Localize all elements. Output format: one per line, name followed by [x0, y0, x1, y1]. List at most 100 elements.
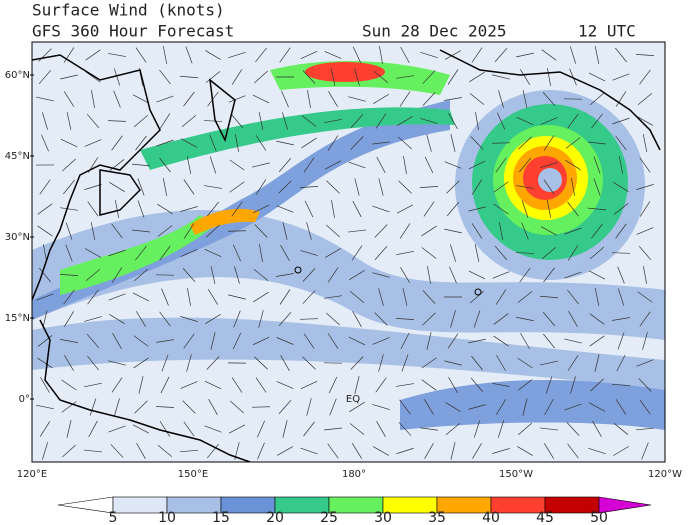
colorbar-label: 30 — [374, 510, 392, 525]
barb — [208, 398, 218, 416]
barb — [209, 156, 217, 174]
wind-band — [140, 107, 455, 170]
barb — [235, 134, 239, 152]
barb — [182, 268, 196, 282]
lon-label: 120°E — [17, 469, 47, 480]
barb — [570, 376, 576, 394]
barb — [37, 203, 53, 215]
barb — [279, 47, 291, 63]
barb — [398, 422, 412, 436]
barb — [84, 184, 102, 190]
barb — [351, 443, 363, 459]
barb — [204, 380, 222, 390]
barb — [348, 161, 366, 169]
barb — [546, 200, 552, 218]
barb — [396, 447, 414, 455]
colorbar-arrow — [598, 496, 652, 514]
barb — [229, 159, 245, 171]
barb — [85, 71, 101, 83]
barb — [612, 117, 630, 125]
barb — [565, 159, 581, 171]
barb — [233, 310, 241, 328]
barb — [424, 443, 434, 459]
barb — [639, 201, 651, 217]
barb — [468, 404, 486, 410]
barb — [132, 163, 150, 167]
barb — [231, 201, 243, 217]
barb — [132, 229, 150, 233]
barb — [324, 295, 342, 299]
barb — [544, 398, 554, 416]
barb — [84, 382, 102, 388]
barb — [638, 378, 652, 392]
barb — [113, 90, 121, 108]
barb — [594, 354, 600, 372]
barb — [159, 245, 171, 261]
barb — [60, 339, 78, 343]
barb — [495, 399, 507, 415]
barb — [617, 288, 625, 306]
barb — [446, 201, 460, 217]
barb — [568, 311, 578, 327]
barb — [613, 182, 629, 192]
barb — [470, 136, 484, 150]
barb — [255, 179, 267, 195]
barb — [496, 355, 506, 371]
barb — [567, 289, 579, 305]
barb — [231, 69, 243, 85]
barb — [372, 205, 390, 213]
island — [294, 266, 302, 274]
barb — [228, 294, 246, 300]
barb — [541, 49, 557, 61]
barb — [426, 134, 432, 152]
barb — [352, 310, 362, 328]
barb — [471, 47, 483, 63]
barb — [636, 359, 654, 367]
barb — [592, 421, 602, 437]
barb — [278, 312, 292, 326]
barb — [84, 139, 102, 147]
barb — [88, 420, 98, 438]
barb — [63, 179, 75, 195]
barb — [493, 203, 509, 215]
barb — [276, 140, 294, 146]
barb — [281, 90, 289, 108]
barb — [564, 338, 582, 344]
barb — [396, 383, 414, 387]
barb — [471, 355, 483, 371]
barb — [492, 448, 510, 454]
barb — [252, 336, 270, 346]
island — [474, 288, 482, 296]
barb — [326, 224, 340, 238]
barb — [493, 313, 509, 325]
barb — [376, 156, 386, 174]
barb — [594, 46, 600, 64]
barb — [521, 222, 529, 240]
barb — [378, 178, 384, 196]
barb — [304, 200, 314, 218]
barb — [373, 94, 389, 104]
map-frame — [31, 41, 666, 463]
barb — [588, 270, 606, 280]
barb — [421, 225, 437, 237]
barb — [206, 356, 220, 370]
wind-band — [32, 317, 665, 390]
barb — [278, 400, 292, 414]
barb — [42, 310, 48, 328]
barb — [134, 400, 148, 414]
barb — [180, 206, 198, 212]
barb — [299, 318, 319, 320]
barb — [181, 114, 197, 128]
barb — [324, 118, 342, 124]
barb — [540, 360, 558, 366]
coastline — [209, 78, 236, 143]
barb — [299, 185, 319, 189]
barb — [469, 71, 485, 83]
barb — [420, 118, 438, 124]
barb — [474, 244, 480, 262]
barb — [282, 222, 288, 240]
barb — [87, 201, 99, 217]
barb — [354, 68, 360, 86]
barb — [637, 291, 653, 303]
barb — [567, 201, 579, 217]
